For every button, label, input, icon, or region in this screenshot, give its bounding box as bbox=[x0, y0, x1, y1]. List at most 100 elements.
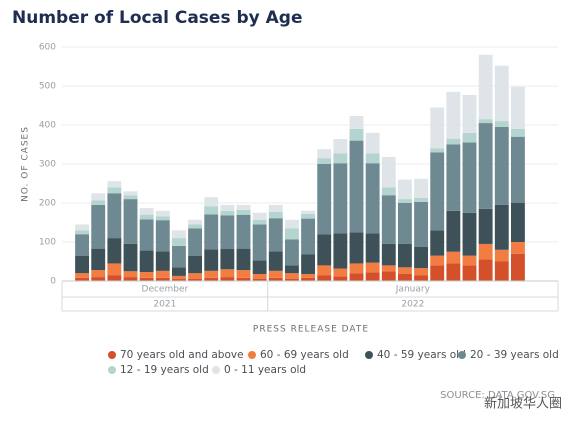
bar-segment bbox=[139, 208, 154, 215]
bar-segment bbox=[510, 253, 525, 281]
bar-segment bbox=[139, 277, 154, 281]
bar-segment bbox=[414, 246, 429, 269]
bar-segment bbox=[301, 277, 316, 281]
bar-segment bbox=[91, 200, 106, 205]
bar-segment bbox=[236, 204, 251, 211]
y-tick-label: 600 bbox=[39, 43, 56, 53]
bar-segment bbox=[381, 187, 396, 196]
bar-segment bbox=[107, 263, 122, 276]
x-year-label: 2021 bbox=[153, 300, 176, 310]
bar-segment bbox=[365, 272, 380, 281]
bar-segment bbox=[91, 193, 106, 201]
bar-segment bbox=[478, 243, 493, 260]
bar-segment bbox=[139, 272, 154, 278]
bar-segment bbox=[204, 206, 219, 215]
bar-segment bbox=[204, 197, 219, 207]
bar-segment bbox=[446, 263, 461, 281]
bar-segment bbox=[462, 212, 477, 256]
y-tick-label: 400 bbox=[39, 121, 56, 131]
bar-segment bbox=[236, 277, 251, 281]
bar-segment bbox=[188, 273, 203, 279]
bar-segment bbox=[155, 270, 170, 278]
watermark: 新加坡华人圈 bbox=[484, 396, 562, 412]
bar-segment bbox=[123, 277, 138, 281]
bar-segment bbox=[414, 275, 429, 281]
bar-segment bbox=[220, 277, 235, 281]
bar-segment bbox=[236, 210, 251, 215]
bar-segment bbox=[107, 187, 122, 194]
bar-segment bbox=[381, 156, 396, 188]
bar-segment bbox=[75, 255, 90, 274]
bar-segment bbox=[123, 191, 138, 196]
bar-segment bbox=[301, 213, 316, 219]
bar-segment bbox=[317, 158, 332, 164]
legend-swatch bbox=[108, 351, 116, 359]
bar-segment bbox=[123, 199, 138, 244]
bar-segment bbox=[171, 245, 186, 268]
bar-segment bbox=[333, 163, 348, 234]
bar-segment bbox=[301, 273, 316, 278]
bar-segment bbox=[430, 265, 445, 281]
bar-segment bbox=[220, 210, 235, 216]
y-tick-label: 300 bbox=[39, 160, 56, 170]
bar-segment bbox=[381, 243, 396, 266]
bar-segment bbox=[284, 228, 299, 240]
bar-segment bbox=[414, 268, 429, 276]
bar-segment bbox=[268, 204, 283, 212]
bar-segment bbox=[446, 144, 461, 211]
legend-label: 12 - 19 years old bbox=[120, 364, 209, 376]
bar-segment bbox=[446, 251, 461, 264]
bar-segment bbox=[204, 270, 219, 278]
bar-segment bbox=[494, 121, 509, 127]
bar-segment bbox=[365, 262, 380, 273]
bar-segment bbox=[155, 220, 170, 252]
bar-segment bbox=[510, 136, 525, 203]
bar-segment bbox=[397, 199, 412, 203]
bar-segment bbox=[268, 270, 283, 278]
bar-segment bbox=[478, 54, 493, 120]
bar-segment bbox=[220, 204, 235, 211]
bar-segment bbox=[220, 269, 235, 278]
bar-segment bbox=[494, 204, 509, 250]
bar-segment bbox=[75, 230, 90, 235]
bar-segment bbox=[252, 219, 267, 225]
bar-segment bbox=[365, 163, 380, 234]
bar-segment bbox=[171, 267, 186, 276]
bar-segment bbox=[478, 119, 493, 124]
bar-segment bbox=[204, 249, 219, 271]
bar-segment bbox=[333, 276, 348, 281]
legend-swatch bbox=[212, 366, 220, 374]
bar-segment bbox=[139, 250, 154, 273]
bar-segment bbox=[171, 238, 186, 246]
bar-segment bbox=[510, 203, 525, 242]
bar-segment bbox=[478, 123, 493, 209]
bar-segment bbox=[220, 215, 235, 250]
x-month-label: January bbox=[395, 285, 431, 295]
bar-segment bbox=[284, 219, 299, 229]
bar-segment bbox=[381, 265, 396, 272]
legend-swatch bbox=[458, 351, 466, 359]
bar-segment bbox=[397, 273, 412, 281]
bar-segment bbox=[494, 126, 509, 205]
bar-segment bbox=[478, 259, 493, 281]
bar-segment bbox=[75, 224, 90, 231]
bar-segment bbox=[301, 218, 316, 255]
bar-segment bbox=[91, 248, 106, 271]
bar-segment bbox=[252, 212, 267, 220]
bar-segment bbox=[268, 277, 283, 281]
bar-segment bbox=[510, 86, 525, 129]
bar-segment bbox=[123, 243, 138, 272]
bar-segment bbox=[123, 195, 138, 200]
bar-segment bbox=[349, 263, 364, 274]
bar-segment bbox=[430, 152, 445, 231]
bar-segment bbox=[139, 214, 154, 220]
bar-segment bbox=[462, 94, 477, 133]
legend-label: 20 - 39 years old bbox=[470, 349, 559, 361]
bar-segment bbox=[317, 234, 332, 266]
source: SOURCE: DATA.GOV.SG bbox=[440, 390, 555, 401]
x-axis-title: PRESS RELEASE DATE bbox=[253, 325, 369, 335]
bar-segment bbox=[317, 265, 332, 276]
y-tick-label: 0 bbox=[50, 277, 56, 287]
bar-segment bbox=[478, 208, 493, 244]
bar-segment bbox=[381, 195, 396, 244]
